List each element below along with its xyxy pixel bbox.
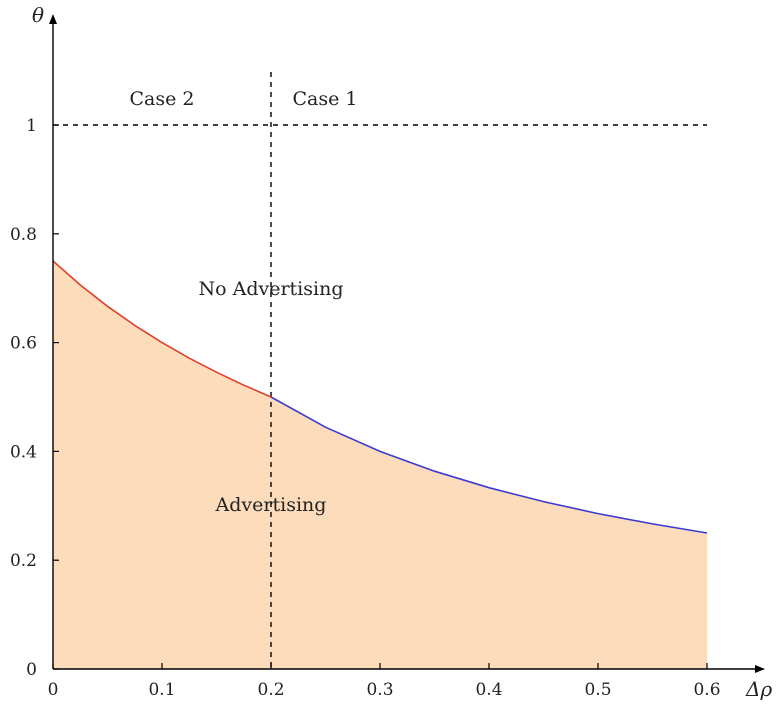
advertising-region-fill — [53, 261, 707, 669]
x-tick-label: 0.5 — [584, 680, 611, 700]
x-tick-label: 0.1 — [148, 680, 175, 700]
series-line-1 — [52, 260, 272, 398]
series-group — [52, 260, 708, 534]
y-tick-label: 0.4 — [10, 442, 37, 462]
y-tick-label: 0.8 — [10, 225, 37, 245]
x-axis: 0 0.1 0.2 0.3 0.4 0.5 0.6 Δρ — [48, 663, 772, 701]
annotation-2: Case 1 — [293, 88, 358, 110]
y-ticks: 0 0.2 0.4 0.6 0.8 1 — [10, 116, 59, 680]
annotation-1: Case 2 — [130, 88, 195, 110]
annotation-3: No Advertising — [199, 278, 344, 300]
y-tick-label: 1 — [26, 116, 37, 136]
annotation-4: Advertising — [215, 494, 327, 516]
y-axis: 0 0.2 0.4 0.6 0.8 1 θ — [10, 3, 59, 680]
x-tick-label: 0.2 — [257, 680, 284, 700]
x-tick-label: 0.3 — [366, 680, 393, 700]
y-tick-label: 0 — [26, 660, 37, 680]
x-axis-arrowhead — [755, 665, 765, 673]
x-tick-label: 0 — [48, 680, 59, 700]
y-tick-label: 0.6 — [10, 334, 37, 354]
y-tick-label: 0.2 — [10, 551, 37, 571]
x-tick-label: 0.4 — [475, 680, 502, 700]
x-ticks: 0 0.1 0.2 0.3 0.4 0.5 0.6 — [48, 663, 721, 700]
x-tick-label: 0.6 — [693, 680, 720, 700]
y-axis-arrowhead — [49, 14, 57, 24]
x-axis-label: Δρ — [745, 677, 772, 701]
annotations: Case 2 Case 1 No Advertising Advertising — [130, 88, 358, 516]
plot-area — [52, 72, 708, 669]
series-line-2 — [270, 396, 708, 534]
y-axis-label: θ — [32, 3, 44, 27]
